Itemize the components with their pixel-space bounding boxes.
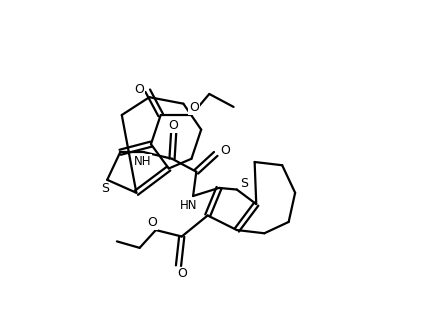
Text: O: O (220, 144, 230, 157)
Text: HN: HN (180, 199, 197, 212)
Text: O: O (134, 83, 145, 96)
Text: O: O (177, 267, 187, 280)
Text: O: O (168, 119, 178, 132)
Text: O: O (148, 216, 158, 229)
Text: S: S (102, 182, 110, 195)
Text: O: O (189, 101, 199, 114)
Text: NH: NH (134, 155, 152, 168)
Text: S: S (240, 177, 248, 190)
